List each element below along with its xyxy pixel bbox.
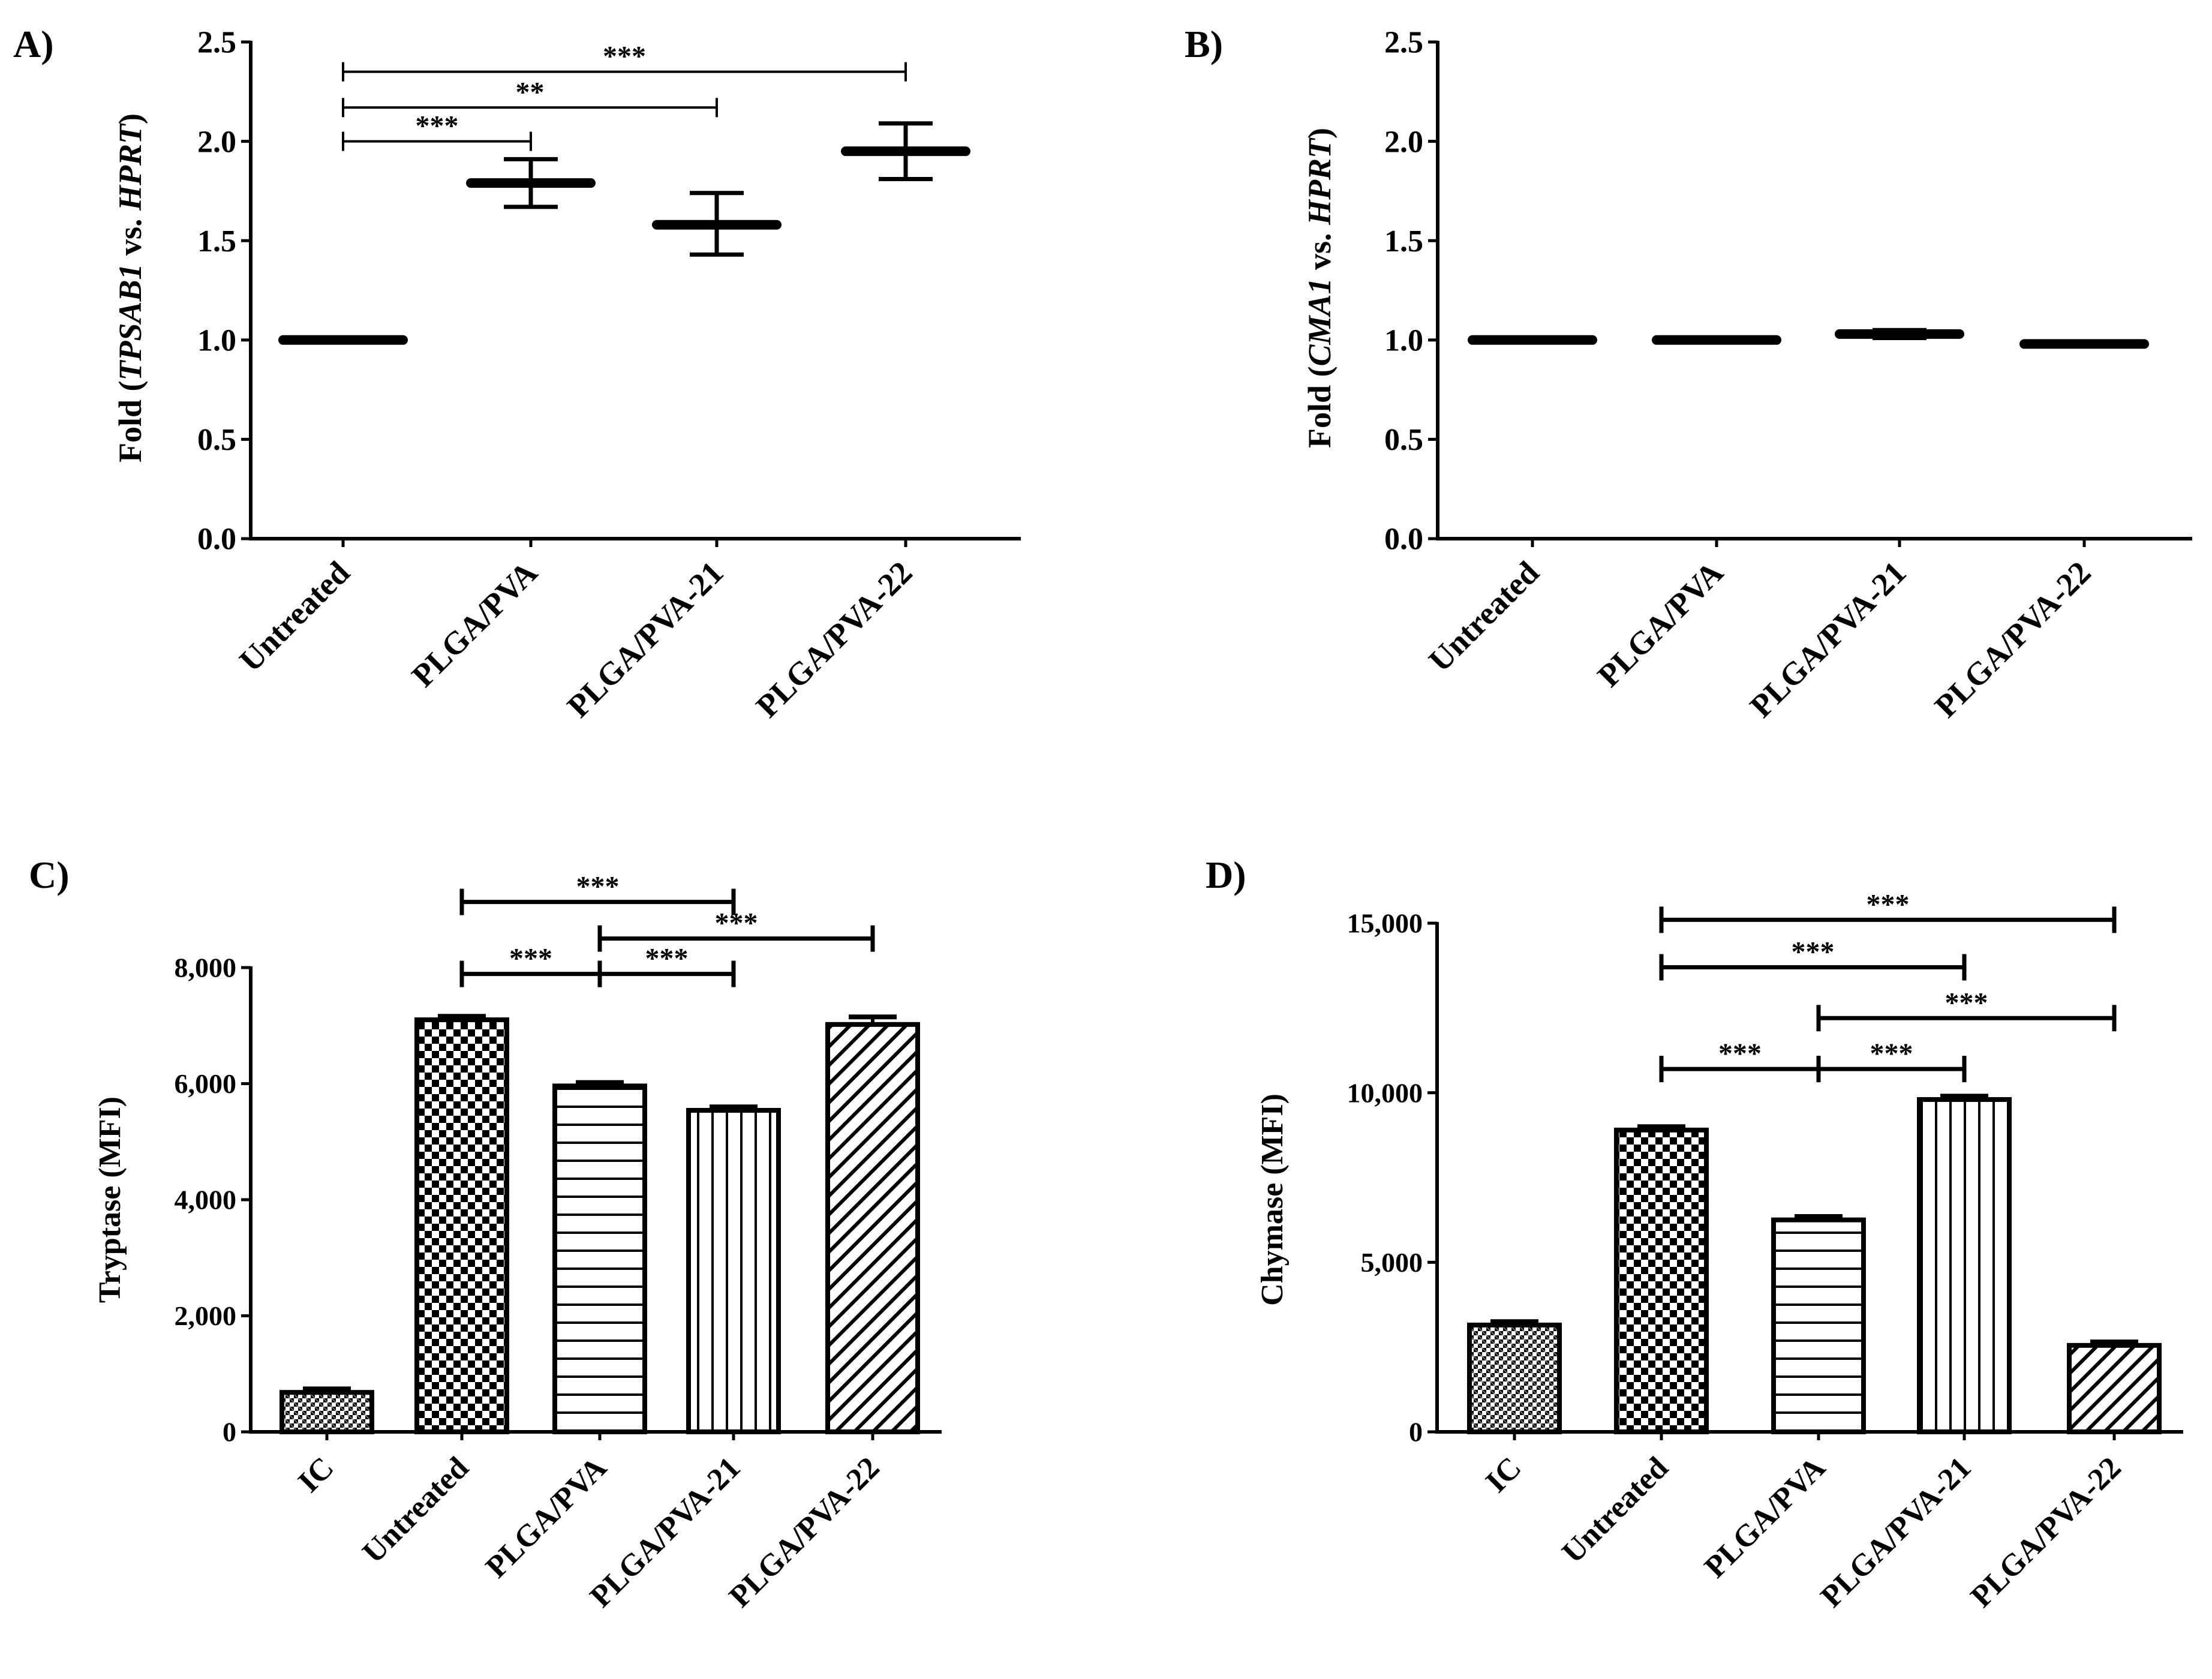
panel-d-y-tick-label: 15,000 xyxy=(1347,908,1423,939)
panel-d-significance-label: *** xyxy=(1870,1038,1913,1070)
panel-c-significance-label: *** xyxy=(576,871,620,903)
panel-d-y-tick-label: 10,000 xyxy=(1347,1077,1423,1108)
panel-b-y-tick-label: 0.5 xyxy=(1384,423,1423,457)
panel-c-significance-label: *** xyxy=(645,943,689,975)
panel-b-y-axis-title: Fold (CMA1 vs. HPRT) xyxy=(1302,128,1338,448)
panel-c-bar-1 xyxy=(414,1017,509,1434)
panel-c-category-label: Untreated xyxy=(356,1450,476,1570)
panel-c-y-tick-label: 4,000 xyxy=(175,1185,237,1215)
panel-d-category-label: Untreated xyxy=(1556,1450,1675,1570)
panel-d-significance-label: *** xyxy=(1945,987,1988,1019)
y-axis-title-c: Tryptase (MFI) xyxy=(93,1097,127,1303)
panel-d-category-label: PLGA/PVA-22 xyxy=(1964,1450,2128,1614)
panel-a-y-tick-label: 0.0 xyxy=(197,522,236,557)
panel-c-y-tick-label: 8,000 xyxy=(175,953,237,983)
panel-c-category-label: IC xyxy=(291,1450,340,1499)
panel-d-category-label: IC xyxy=(1479,1450,1528,1499)
y-axis-title-d: Chymase (MFI) xyxy=(1255,1094,1290,1306)
panel-a-y-tick-label: 0.5 xyxy=(197,423,236,457)
panel-a-significance-label: *** xyxy=(603,41,646,73)
panel-b-y-tick-label: 1.0 xyxy=(1384,323,1423,358)
panel-d-significance-label: *** xyxy=(1867,888,1910,920)
panel-c-y-tick-label: 2,000 xyxy=(175,1300,237,1331)
panel-d-category-label: PLGA/PVA-21 xyxy=(1814,1450,1978,1614)
panel-label-a: A) xyxy=(13,23,54,65)
panel-b-mean-marker xyxy=(1468,335,1597,345)
panel-label-c: C) xyxy=(29,854,70,896)
panel-a-y-tick-label: 1.0 xyxy=(197,323,236,358)
panel-b-category-label: PLGA/PVA-21 xyxy=(1743,554,1913,725)
panel-d-bar-3 xyxy=(1917,1097,2012,1435)
panel-a-category-label: PLGA/PVA-22 xyxy=(749,554,919,725)
panel-a-mean-marker xyxy=(278,335,408,345)
panel-a-mean-marker xyxy=(466,178,596,188)
panel-b-mean-marker xyxy=(1652,335,1781,345)
panel-d-bar-0 xyxy=(1467,1322,1562,1434)
panel-d-bar-4 xyxy=(2067,1342,2162,1435)
panel-d-y-tick-label: 5,000 xyxy=(1361,1247,1423,1278)
panel-b-y-tick-label: 1.5 xyxy=(1384,224,1423,259)
panel-b-y-tick-label: 2.5 xyxy=(1384,26,1423,60)
panel-a-y-axis-title: Fold (TPSAB1 vs. HPRT) xyxy=(112,113,148,462)
panel-a-significance-label: ** xyxy=(516,76,545,108)
panel-a-category-label: PLGA/PVA xyxy=(405,554,545,694)
panel-a-mean-marker xyxy=(652,220,782,230)
panel-a-y-tick-label: 1.5 xyxy=(197,224,236,259)
panel-b-category-label: Untreated xyxy=(1421,554,1546,678)
panel-a-y-tick-label: 2.5 xyxy=(197,26,236,60)
panel-d-bar-1 xyxy=(1614,1127,1709,1435)
panel-c-bar-2 xyxy=(552,1083,647,1434)
panel-b-mean-marker xyxy=(1835,329,1964,339)
panel-b-y-tick-label: 2.0 xyxy=(1384,125,1423,159)
panel-d-bar-2 xyxy=(1771,1217,1866,1434)
panel-c-bar-3 xyxy=(686,1108,781,1434)
panel-d-y-tick-label: 0 xyxy=(1409,1417,1423,1447)
panel-c-bar-0 xyxy=(279,1390,374,1434)
panel-b-y-tick-label: 0.0 xyxy=(1384,522,1423,557)
panel-c-bar-4 xyxy=(825,1022,920,1434)
panel-c-significance-label: *** xyxy=(715,908,758,939)
panel-a-y-tick-label: 2.0 xyxy=(197,125,236,159)
panel-d-significance-label: *** xyxy=(1792,936,1835,968)
panel-a-significance-label: *** xyxy=(416,110,459,142)
panel-a-category-label: PLGA/PVA-21 xyxy=(560,554,731,725)
panel-a-category-label: Untreated xyxy=(232,554,356,678)
panel-b-category-label: PLGA/PVA xyxy=(1591,554,1730,694)
panel-c-y-tick-label: 6,000 xyxy=(175,1068,237,1099)
panel-d-significance-label: *** xyxy=(1718,1038,1762,1070)
panel-b-category-label: PLGA/PVA-22 xyxy=(1928,554,2098,725)
panel-a-mean-marker xyxy=(841,146,970,157)
panel-c-y-tick-label: 0 xyxy=(223,1417,236,1447)
panel-d-category-label: PLGA/PVA xyxy=(1698,1450,1832,1585)
panel-label-d: D) xyxy=(1206,854,1246,896)
panel-label-b: B) xyxy=(1185,23,1223,65)
panel-b-mean-marker xyxy=(2019,339,2149,349)
panel-c-category-label: PLGA/PVA xyxy=(479,1450,614,1585)
panel-c-significance-label: *** xyxy=(509,943,552,975)
panel-c-category-label: PLGA/PVA-22 xyxy=(723,1450,886,1614)
